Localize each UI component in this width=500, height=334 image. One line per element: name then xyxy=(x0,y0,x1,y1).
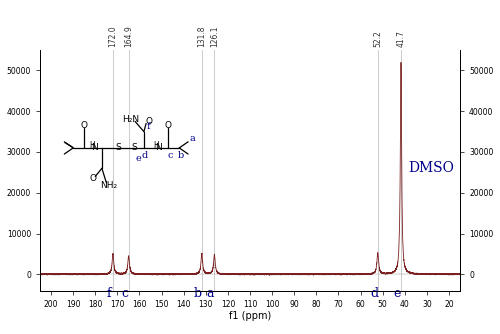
Text: f: f xyxy=(106,287,111,300)
Text: S: S xyxy=(131,143,137,152)
Text: H: H xyxy=(89,141,95,150)
Text: 131.8: 131.8 xyxy=(198,26,206,47)
Text: a: a xyxy=(190,135,196,144)
Text: 126.1: 126.1 xyxy=(210,26,219,47)
Text: N: N xyxy=(91,143,98,152)
Text: 172.0: 172.0 xyxy=(108,26,118,47)
Text: b: b xyxy=(177,151,184,160)
Text: c: c xyxy=(122,287,128,300)
Text: e: e xyxy=(394,287,400,300)
Text: H₂N: H₂N xyxy=(122,115,139,124)
Text: d: d xyxy=(142,151,148,160)
Text: d: d xyxy=(371,287,379,300)
Text: 52.2: 52.2 xyxy=(374,31,382,47)
Text: O: O xyxy=(164,121,172,130)
Text: H: H xyxy=(153,141,159,150)
Text: N: N xyxy=(155,143,162,152)
X-axis label: f1 (ppm): f1 (ppm) xyxy=(229,311,271,321)
Text: DMSO: DMSO xyxy=(408,161,454,175)
Text: NH₂: NH₂ xyxy=(100,180,117,189)
Text: O: O xyxy=(80,121,87,130)
Text: a: a xyxy=(206,287,214,300)
Text: 164.9: 164.9 xyxy=(124,26,133,47)
Text: S: S xyxy=(116,143,121,152)
Text: c: c xyxy=(168,151,173,160)
Text: O: O xyxy=(90,174,96,183)
Text: f: f xyxy=(146,122,150,131)
Text: O: O xyxy=(146,117,153,126)
Text: e: e xyxy=(136,154,141,163)
Text: b: b xyxy=(194,287,202,300)
Text: 41.7: 41.7 xyxy=(396,30,406,47)
